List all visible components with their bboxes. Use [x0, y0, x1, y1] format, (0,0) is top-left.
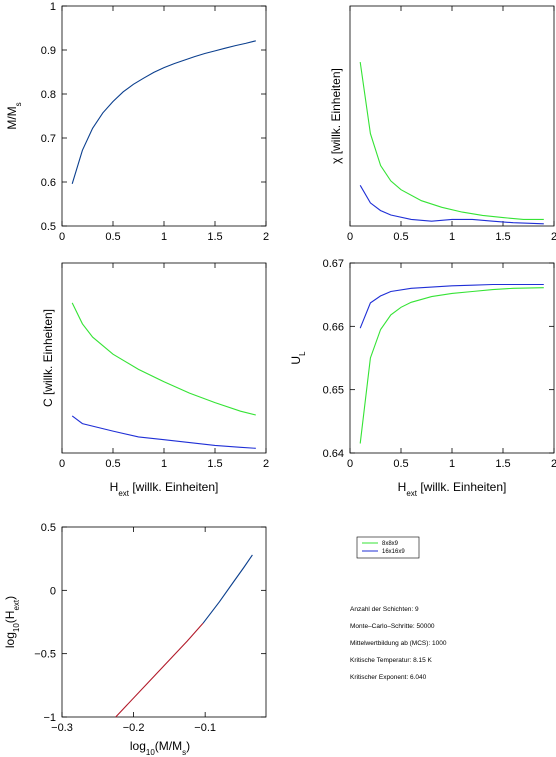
series-line-series-0 [71, 40, 256, 184]
x-tick-label: −0.2 [123, 722, 145, 734]
x-tick-label: 1 [449, 458, 455, 470]
x-tick-label: 0 [347, 458, 353, 470]
y-tick-label: 0.5 [41, 221, 56, 233]
plot-frame [349, 5, 555, 227]
y-axis-label: UL [289, 351, 307, 365]
x-axis-label: log10(M/Ms) [130, 739, 190, 757]
panel-binder-cumulant: UL Hext [willk. Einheiten] 0 0.5 1 1.5 2 0.64… [289, 258, 556, 498]
y-tick-label: 1 [50, 1, 56, 13]
y-tick-label: 0.67 [323, 258, 344, 270]
plot-frame [61, 262, 267, 454]
panel-specific-heat: C [willk. Einheiten] Hext [willk. Einhei… [41, 262, 269, 498]
legend-label-8x8x9: 8x8x9 [382, 541, 399, 547]
info-critical-temperature: Kritische Temperatur: 8.15 K [350, 657, 432, 664]
x-axis-label: Hext [willk. Einheiten] [110, 480, 219, 498]
y-tick-label: 0.7 [41, 133, 56, 145]
axes-layer: 0 0.5 1 1.5 20.50.60.70.80.91 [41, 1, 269, 243]
y-tick-label: 0.66 [323, 321, 344, 333]
plot-frame [61, 526, 267, 718]
x-tick-label: 1.5 [495, 458, 510, 470]
x-tick-label: 2 [551, 231, 556, 243]
y-axis-label: C [willk. Einheiten] [41, 309, 55, 407]
y-tick-label: 0.64 [323, 448, 344, 460]
info-layers: Anzahl der Schichten: 9 [350, 606, 419, 613]
x-axis-label: Hext [willk. Einheiten] [398, 480, 507, 498]
x-tick-label: 1.5 [495, 231, 510, 243]
x-tick-label: 2 [551, 458, 556, 470]
legend-box [356, 536, 420, 559]
y-tick-label: 0.5 [41, 522, 56, 534]
legend-label-16x16x9: 16x16x9 [382, 549, 405, 555]
y-tick-label: 0.6 [41, 177, 56, 189]
y-axis-label: M/Ms [5, 102, 23, 129]
info-mc-steps: Monte–Carlo–Schritte: 50000 [350, 623, 435, 630]
series-line-16x16x9 [71, 415, 256, 449]
plot-frame [349, 262, 555, 454]
y-tick-label: −1 [43, 712, 56, 724]
x-tick-label: 1.5 [207, 458, 222, 470]
x-tick-label: 1 [161, 458, 167, 470]
x-tick-label: 2 [263, 458, 269, 470]
series-line-series-1 [202, 554, 253, 624]
y-tick-label: −0.5 [34, 649, 56, 661]
x-tick-label: 0.5 [393, 458, 408, 470]
x-tick-label: 1.5 [207, 231, 222, 243]
x-tick-label: 0.5 [105, 231, 120, 243]
axes-layer: 0 0.5 1 1.5 2 [59, 263, 269, 470]
y-tick-label: 0.65 [323, 385, 344, 397]
legend: 8x8x9 16x16x9 [356, 536, 420, 559]
series-line-series-0 [115, 622, 204, 718]
info-averaging: Mittelwertbildung ab (MCS): 1000 [350, 640, 447, 647]
series-line-8x8x9 [359, 287, 544, 444]
x-tick-label: 1 [161, 231, 167, 243]
x-tick-label: 0.5 [393, 231, 408, 243]
x-tick-label: 0 [347, 231, 353, 243]
y-tick-label: 0 [50, 585, 56, 597]
series-line-16x16x9 [359, 283, 544, 329]
panel-log-log: log10(Hext) log10(M/Ms) −0.3 −0.2 −0.1−1−0… [3, 522, 267, 757]
x-tick-label: −0.3 [51, 722, 73, 734]
y-tick-label: 0.9 [41, 45, 56, 57]
x-tick-label: −0.1 [194, 722, 216, 734]
plot-frame [61, 5, 267, 227]
x-tick-label: 0 [59, 458, 65, 470]
axes-layer: 0 0.5 1 1.5 2 0.64 0.65 0.66 0.67 [323, 258, 556, 470]
x-tick-label: 1 [449, 231, 455, 243]
x-tick-label: 0 [59, 231, 65, 243]
x-tick-label: 2 [263, 231, 269, 243]
info-critical-exponent: Kritischer Exponent: 6.040 [350, 674, 427, 681]
panel-magnetization: M/Ms 0 0.5 1 1.5 20.50.60.70.80.91 [5, 1, 269, 243]
y-axis-label: χ [willk. Einheiten] [329, 68, 343, 164]
y-axis-label: log10(Hext) [3, 596, 21, 648]
axes-layer: −0.3 −0.2 −0.1 −1 −0.5 0 0.5 [34, 522, 266, 734]
y-tick-label: 0.8 [41, 89, 56, 101]
series-line-8x8x9 [71, 302, 256, 416]
x-tick-label: 0.5 [105, 458, 120, 470]
axes-layer: 0 0.5 1 1.5 2 [347, 6, 556, 243]
series-line-16x16x9 [359, 185, 544, 225]
panel-susceptibility: χ [willk. Einheiten] 0 0.5 1 1.5 2 [329, 5, 556, 243]
series-line-8x8x9 [359, 62, 544, 220]
